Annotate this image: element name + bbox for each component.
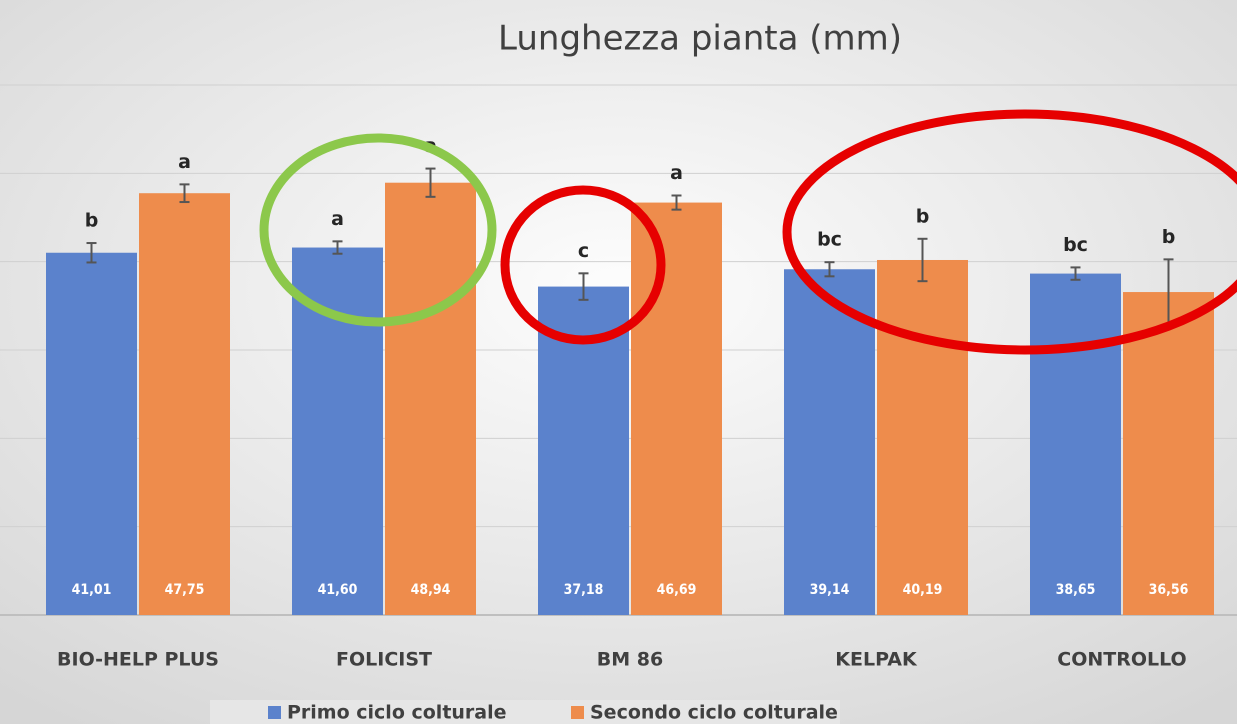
- bar: [292, 247, 383, 616]
- error-bar: [824, 261, 835, 278]
- bar: [1123, 292, 1214, 615]
- value-label: 39,14: [810, 582, 850, 598]
- legend-box: [210, 700, 840, 724]
- significance-letter: a: [331, 208, 344, 230]
- value-label: 46,69: [657, 582, 697, 598]
- x-tick-label: FOLICIST: [336, 649, 432, 671]
- x-tick-label: KELPAK: [835, 649, 918, 671]
- value-label: 38,65: [1056, 582, 1096, 598]
- bar: [46, 252, 137, 615]
- bar: [877, 259, 968, 615]
- legend-swatch: [268, 706, 281, 719]
- significance-letter: bc: [1063, 234, 1088, 256]
- significance-letter: b: [916, 205, 930, 227]
- significance-letter: a: [670, 162, 683, 184]
- significance-letter: bc: [817, 229, 842, 251]
- value-label: 47,75: [165, 582, 205, 598]
- bar: [385, 182, 476, 616]
- significance-letter: a: [178, 151, 191, 173]
- highlight-ellipse: [782, 109, 1237, 355]
- legend-swatch: [571, 706, 584, 719]
- error-bar: [578, 272, 589, 301]
- highlight-circle: [500, 185, 666, 345]
- legend-label: Primo ciclo colturale: [287, 702, 507, 724]
- error-bar: [179, 183, 190, 204]
- legend-label: Secondo ciclo colturale: [590, 702, 838, 724]
- x-tick-label: BM 86: [597, 649, 663, 671]
- error-bar: [671, 194, 682, 211]
- bar: [1030, 273, 1121, 615]
- value-label: 37,18: [564, 582, 604, 598]
- x-tick-label: CONTROLLO: [1057, 649, 1186, 671]
- value-label: 36,56: [1149, 582, 1189, 598]
- error-bar: [86, 242, 97, 264]
- value-label: 41,60: [318, 582, 358, 598]
- value-label: 48,94: [411, 582, 451, 598]
- bar: [784, 269, 875, 615]
- chart-title: Lunghezza pianta (mm): [498, 19, 902, 59]
- x-tick-label: BIO-HELP PLUS: [57, 649, 219, 671]
- value-label: 41,01: [72, 582, 112, 598]
- significance-letter: b: [85, 210, 99, 232]
- highlight-circle: [259, 133, 497, 327]
- error-bar: [1070, 266, 1081, 281]
- bar: [631, 202, 722, 616]
- value-label: 40,19: [903, 582, 943, 598]
- error-bar: [425, 167, 436, 198]
- significance-letter: b: [1162, 226, 1176, 248]
- significance-letter: c: [578, 240, 589, 262]
- error-bar: [917, 237, 928, 283]
- bar: [139, 193, 230, 616]
- error-bar: [332, 240, 343, 255]
- plot: BIO-HELP PLUS 41,01 b 47,75 a FOLICIST 41,60 a 4…: [0, 84, 1237, 724]
